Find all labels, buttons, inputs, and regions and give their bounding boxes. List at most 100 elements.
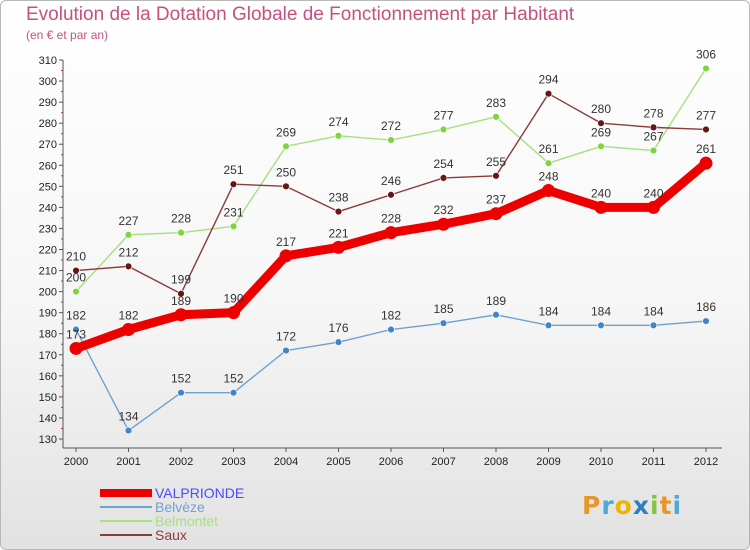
data-point-belv-ze xyxy=(282,346,290,355)
legend-label-valprionde: VALPRIONDE xyxy=(155,485,244,501)
data-point-belv-ze xyxy=(702,317,710,325)
data-label-belv-ze: 189 xyxy=(486,294,506,308)
data-label-valprionde: 189 xyxy=(171,294,191,308)
data-labels: 182 134 152 152 172 176 182 185 189 184 184 184 186 2… xyxy=(66,47,716,423)
data-point-saux xyxy=(439,174,448,182)
data-label-belmontet: 200 xyxy=(66,271,86,285)
data-point-belv-ze xyxy=(492,311,500,319)
data-label-saux: 294 xyxy=(538,73,558,87)
data-label-valprionde: 228 xyxy=(381,212,401,226)
data-point-saux xyxy=(72,266,80,275)
y-tick-label: 160 xyxy=(39,371,57,383)
data-point-saux xyxy=(544,89,553,98)
data-label-belmontet: 283 xyxy=(486,96,506,110)
data-point-belmontet xyxy=(387,136,395,144)
x-tick-label: 2012 xyxy=(694,456,718,468)
legend-label-belv-ze: Belvèze xyxy=(155,499,205,515)
data-label-belv-ze: 185 xyxy=(433,302,453,316)
proxiti-logo: Proxiti xyxy=(582,491,683,520)
data-point-saux xyxy=(334,207,343,216)
series-markers xyxy=(69,64,713,435)
data-label-valprionde: 261 xyxy=(696,142,716,156)
x-tick-label: 2009 xyxy=(536,456,560,468)
data-point-belmontet xyxy=(492,113,500,121)
data-label-belmontet: 272 xyxy=(381,119,401,133)
data-label-belmontet: 274 xyxy=(328,115,348,129)
data-label-valprionde: 221 xyxy=(328,226,348,240)
x-tick-label: 2010 xyxy=(589,456,613,468)
data-point-valprionde xyxy=(279,249,293,263)
x-tick-label: 2006 xyxy=(379,456,403,468)
y-tick-label: 130 xyxy=(39,434,57,446)
y-tick-label: 200 xyxy=(39,287,57,299)
data-point-belmontet xyxy=(229,222,238,231)
data-label-valprionde: 237 xyxy=(486,193,506,207)
x-tick-label: 2007 xyxy=(431,456,455,468)
data-label-belv-ze: 176 xyxy=(328,321,348,335)
data-label-saux: 251 xyxy=(223,163,243,177)
data-point-saux xyxy=(702,125,710,134)
data-point-valprionde xyxy=(699,156,713,170)
data-label-belmontet: 306 xyxy=(696,47,716,61)
data-label-valprionde: 217 xyxy=(276,235,296,249)
y-tick-label: 250 xyxy=(39,181,57,193)
data-point-saux xyxy=(177,290,185,298)
data-label-saux: 212 xyxy=(118,245,138,259)
data-label-belv-ze: 186 xyxy=(696,300,716,314)
data-point-belv-ze xyxy=(387,325,395,334)
data-point-belmontet xyxy=(544,159,553,167)
data-point-belv-ze xyxy=(177,388,185,397)
data-point-belmontet xyxy=(702,64,710,73)
y-tick-label: 270 xyxy=(39,139,57,151)
data-point-belv-ze xyxy=(334,338,343,346)
data-point-belmontet xyxy=(124,231,133,239)
x-tick-label: 2003 xyxy=(221,456,245,468)
data-label-valprionde: 182 xyxy=(118,309,138,323)
data-point-valprionde xyxy=(437,217,450,231)
data-label-belmontet: 269 xyxy=(276,125,296,139)
data-point-saux xyxy=(124,262,133,271)
data-point-saux xyxy=(387,191,395,199)
y-tick-label: 190 xyxy=(39,308,57,320)
data-label-valprionde: 240 xyxy=(643,186,663,200)
y-tick-label: 280 xyxy=(39,118,57,130)
y-tick-label: 180 xyxy=(39,329,57,341)
y-tick-label: 210 xyxy=(39,266,57,278)
data-point-valprionde xyxy=(647,200,660,214)
data-point-belmontet xyxy=(282,142,290,151)
data-point-saux xyxy=(492,172,500,180)
data-point-valprionde xyxy=(69,341,83,355)
x-tick-label: 2004 xyxy=(274,456,298,468)
data-point-valprionde xyxy=(489,207,503,221)
x-tick-label: 2000 xyxy=(64,456,88,468)
data-label-belv-ze: 152 xyxy=(223,372,243,386)
data-point-belmontet xyxy=(439,125,448,134)
data-point-belmontet xyxy=(334,132,343,140)
data-label-valprionde: 240 xyxy=(591,186,611,200)
y-tick-label: 260 xyxy=(39,160,57,172)
data-point-belmontet xyxy=(177,228,185,237)
data-label-belv-ze: 134 xyxy=(118,410,138,424)
data-point-valprionde xyxy=(227,306,240,320)
data-point-saux xyxy=(649,123,658,132)
data-point-belv-ze xyxy=(597,321,605,329)
y-tick-label: 140 xyxy=(39,413,57,425)
data-label-saux: 250 xyxy=(276,165,296,179)
data-label-saux: 246 xyxy=(381,174,401,188)
data-point-valprionde xyxy=(594,200,608,214)
data-label-saux: 199 xyxy=(171,273,191,287)
data-label-valprionde: 173 xyxy=(66,327,86,341)
x-tick-label: 2002 xyxy=(169,456,193,468)
data-point-valprionde xyxy=(332,240,345,254)
data-label-belv-ze: 182 xyxy=(381,309,401,323)
x-tick-label: 2011 xyxy=(642,456,666,468)
y-tick-label: 170 xyxy=(39,350,57,362)
y-tick-label: 240 xyxy=(39,202,57,214)
data-label-saux: 210 xyxy=(66,250,86,264)
data-label-saux: 255 xyxy=(486,155,506,169)
data-label-valprionde: 248 xyxy=(538,170,558,184)
y-tick-label: 150 xyxy=(39,392,57,404)
data-point-saux xyxy=(282,182,290,191)
